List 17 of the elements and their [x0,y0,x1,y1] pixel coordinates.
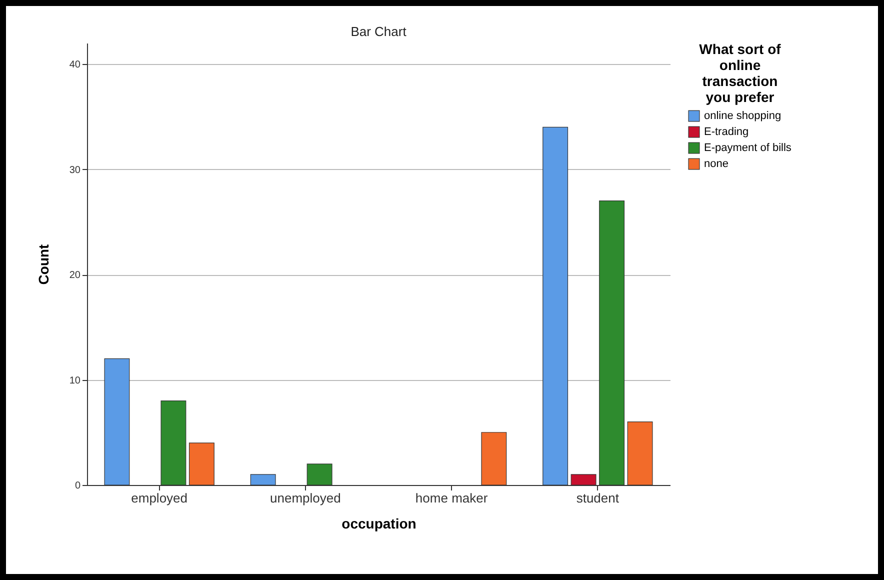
x-tick-label: employed [131,490,188,506]
legend-label: E-payment of bills [704,142,792,154]
legend-title: What sort of online transaction you prefer [699,41,782,105]
y-tick-label: 30 [69,164,81,176]
x-tick-label: unemployed [270,490,341,506]
legend-label: online shopping [704,110,782,122]
x-tick-label: home maker [415,490,488,506]
x-tick-label: student [576,490,620,506]
x-axis-title: occupation [342,516,416,532]
legend-label: E-trading [704,126,749,138]
y-tick-label: 10 [69,375,81,386]
chart-title: Bar Chart [350,24,407,39]
y-tick-label: 40 [69,60,81,71]
y-tick-label: 20 [69,270,81,282]
y-axis-title: Count [35,244,52,285]
legend-label: none [704,158,728,170]
y-tick-label: 0 [74,480,81,492]
